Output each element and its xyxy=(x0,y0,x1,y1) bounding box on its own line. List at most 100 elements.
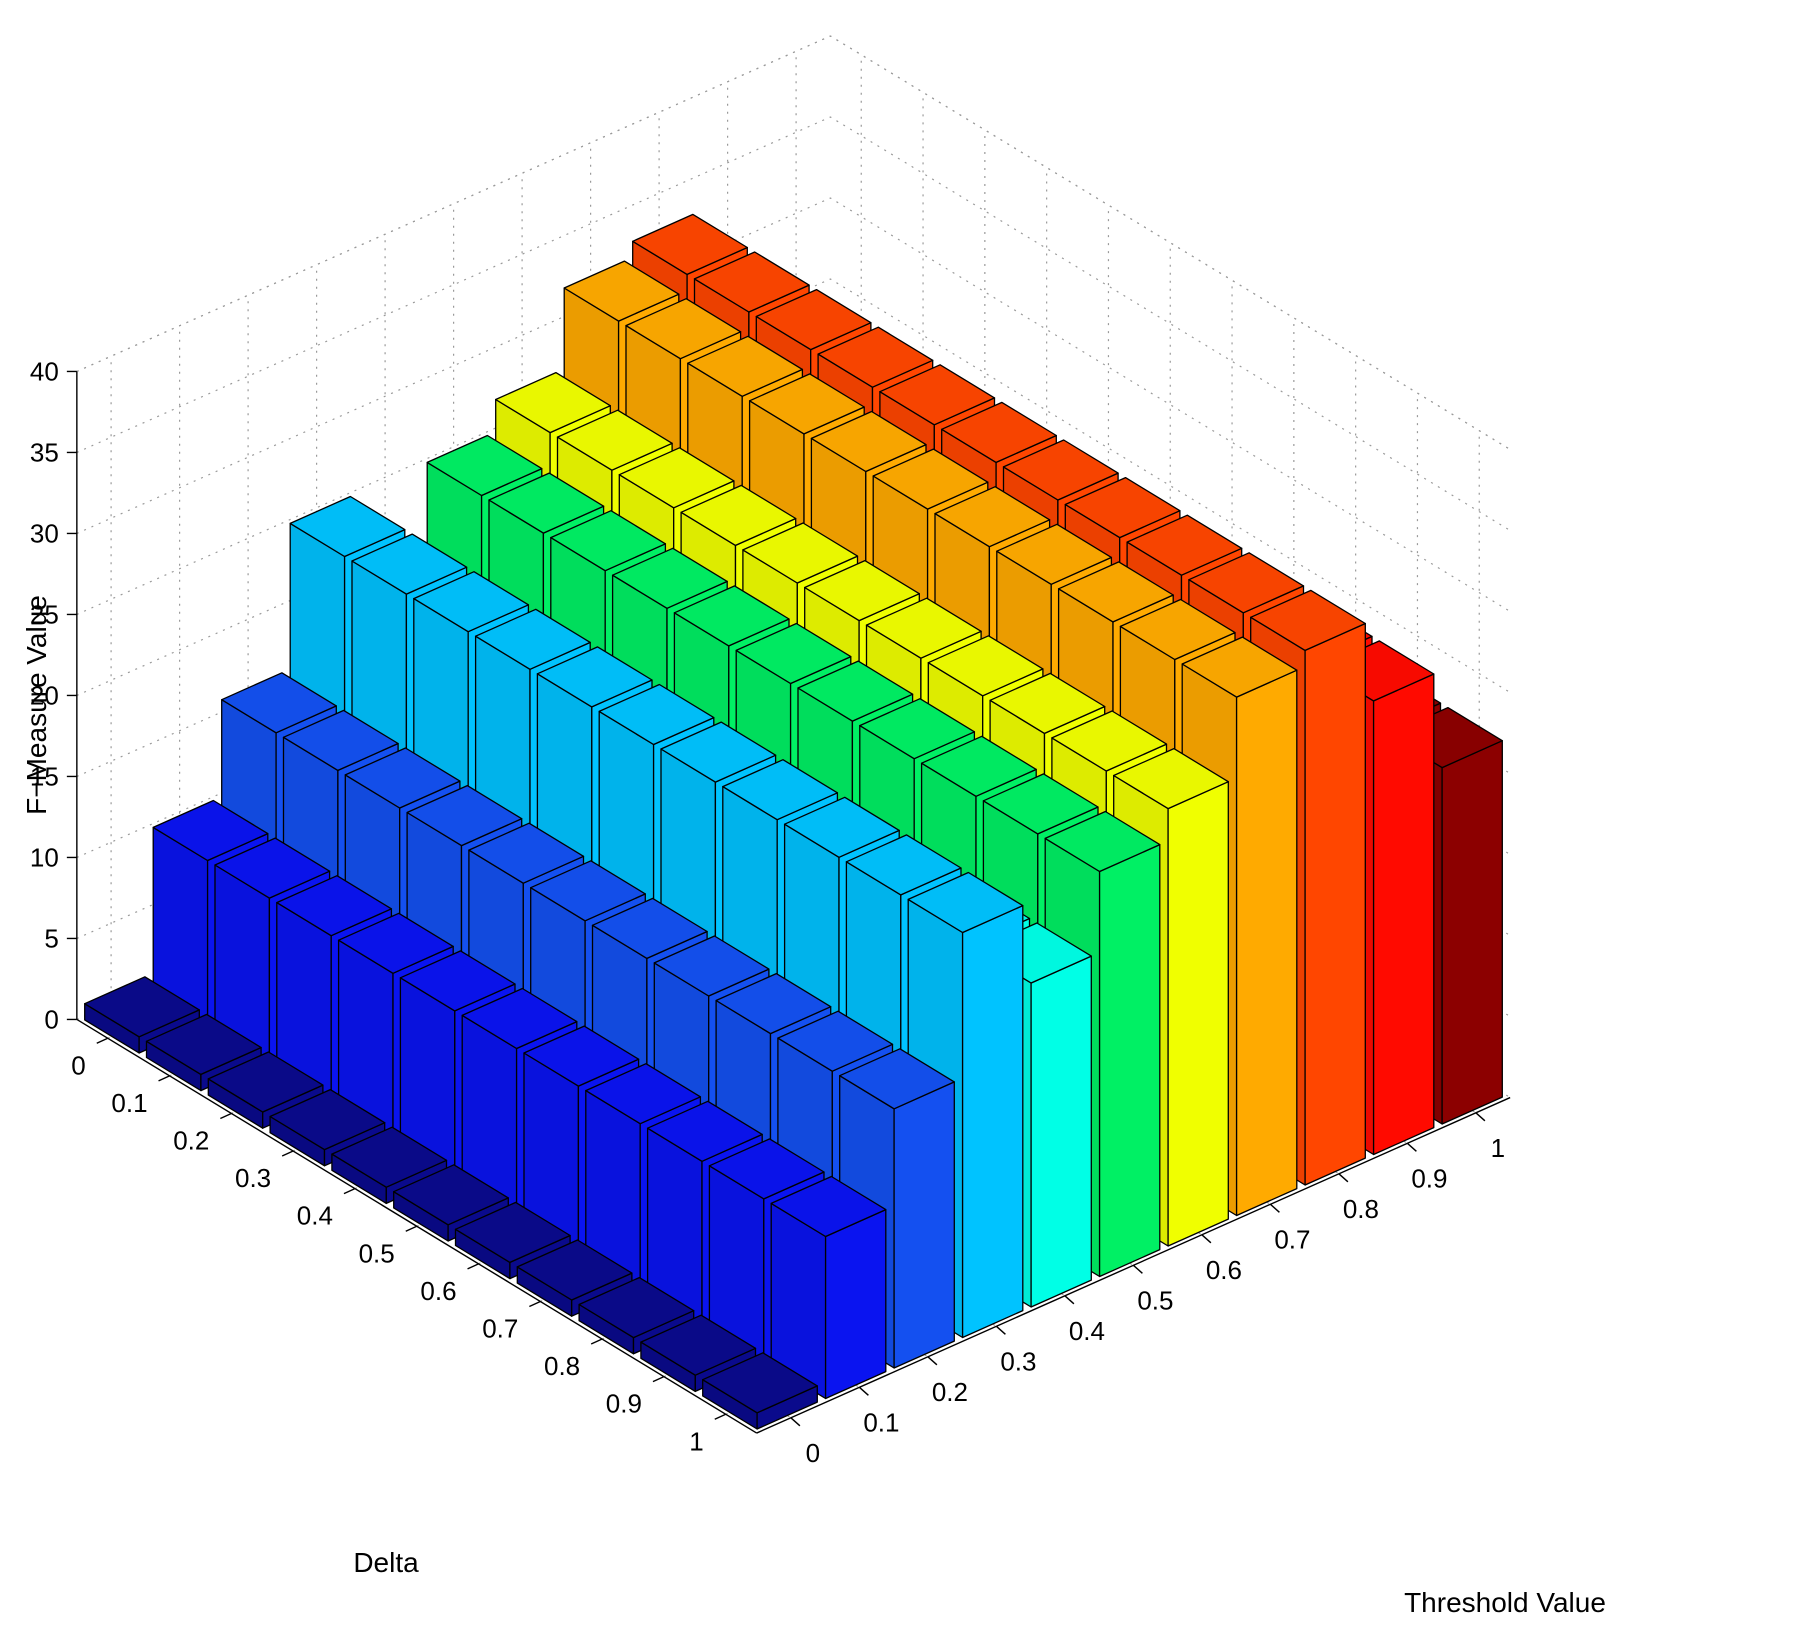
bar-face-top xyxy=(693,251,810,313)
bar-face-side xyxy=(824,1208,887,1400)
bar-face-top xyxy=(488,472,605,534)
bar-face-top xyxy=(351,533,468,595)
threshold-tick-mark-2 xyxy=(927,1356,938,1366)
delta-tick-mark-9 xyxy=(652,1376,665,1383)
z-axis-title: F−Measure Value xyxy=(21,595,52,815)
bar-face-top xyxy=(735,622,852,685)
delta-tick-label-2: 0.2 xyxy=(173,1125,209,1155)
bar-face-top xyxy=(934,486,1051,548)
bar-face-side xyxy=(1030,955,1092,1308)
bar-face-side xyxy=(893,1081,955,1369)
delta-tick-label-8: 0.8 xyxy=(544,1351,580,1381)
bar-face-top xyxy=(680,484,797,547)
bar-face-top xyxy=(563,260,680,322)
bar-face-top xyxy=(804,559,920,622)
bar-face-top xyxy=(996,523,1113,585)
bar-face-top xyxy=(1188,552,1305,614)
bar-face-top xyxy=(1181,636,1298,698)
bar-face-top xyxy=(413,571,530,633)
delta-tick-mark-2 xyxy=(220,1112,232,1120)
bar-face-side xyxy=(1441,740,1503,1125)
delta-tick-label-4: 0.4 xyxy=(297,1201,333,1231)
bar-face-top xyxy=(722,759,839,821)
threshold-tick-label-3: 0.3 xyxy=(1000,1346,1036,1376)
bar-face-top xyxy=(585,1063,702,1125)
z-tick-label-2: 10 xyxy=(30,842,59,872)
z-tick-label-6: 30 xyxy=(30,518,59,548)
delta-tick-mark-8 xyxy=(590,1338,603,1345)
threshold-tick-mark-0 xyxy=(790,1417,801,1427)
bar-face-top xyxy=(145,1013,262,1076)
delta-tick-mark-10 xyxy=(714,1413,727,1420)
delta-tick-label-5: 0.5 xyxy=(359,1238,395,1268)
bar-face-top xyxy=(927,635,1044,697)
axis-layer xyxy=(66,370,1511,1434)
bar-face-top xyxy=(653,935,770,997)
bar-face-top xyxy=(742,522,859,584)
bar-face-top xyxy=(84,976,200,1038)
threshold-tick-mark-6 xyxy=(1201,1234,1212,1244)
bar-face-side xyxy=(961,904,1024,1339)
bar-face-top xyxy=(1002,439,1119,501)
bar-face-top xyxy=(770,1175,887,1238)
bar-face-top xyxy=(406,784,523,847)
threshold-tick-mark-9 xyxy=(1406,1142,1417,1152)
bar-face-top xyxy=(989,672,1106,735)
threshold-tick-mark-10 xyxy=(1475,1112,1486,1122)
threshold-tick-label-8: 0.8 xyxy=(1343,1194,1379,1224)
bar-face-top xyxy=(797,660,914,722)
bar-face-top xyxy=(708,1138,825,1200)
bar-face-top xyxy=(276,875,393,937)
bar-face-top xyxy=(1119,598,1236,661)
delta-tick-label-6: 0.6 xyxy=(420,1276,456,1306)
bar-face-top xyxy=(337,912,454,974)
bar-face-top xyxy=(578,1276,695,1339)
threshold-tick-mark-7 xyxy=(1269,1203,1280,1213)
delta-tick-mark-7 xyxy=(529,1300,541,1308)
delta-tick-mark-5 xyxy=(405,1225,418,1232)
bar-face-top xyxy=(289,495,406,558)
bar-face-top xyxy=(282,709,399,772)
z-tick-label-8: 40 xyxy=(30,356,59,386)
bar-face-top xyxy=(625,298,742,360)
threshold-tick-label-0: 0 xyxy=(806,1438,820,1468)
bar-face-top xyxy=(591,897,708,960)
z-tick-label-7: 35 xyxy=(30,437,59,467)
bar-face-side xyxy=(1235,669,1298,1217)
threshold-tick-label-5: 0.5 xyxy=(1137,1285,1173,1315)
bar-face-top xyxy=(221,672,337,734)
bar-face-top xyxy=(640,1314,757,1376)
bar-face-top xyxy=(426,434,543,497)
bar-face-top xyxy=(907,871,1024,934)
threshold-tick-mark-4 xyxy=(1064,1295,1075,1305)
bar-face-top xyxy=(516,1239,633,1301)
box-top-edge xyxy=(76,35,1511,451)
y-axis-title: Threshold Value xyxy=(1404,1587,1606,1618)
bar-face-top xyxy=(748,373,865,435)
bar-face-top xyxy=(1250,589,1366,652)
threshold-tick-label-10: 1 xyxy=(1491,1133,1505,1163)
threshold-tick-label-2: 0.2 xyxy=(932,1377,968,1407)
threshold-tick-mark-3 xyxy=(995,1325,1006,1335)
bar-face-top xyxy=(1057,561,1174,623)
bar-face-top xyxy=(865,597,982,659)
bar-face-top xyxy=(845,834,962,896)
threshold-tick-mark-8 xyxy=(1338,1173,1349,1183)
bar-face-top xyxy=(468,822,585,884)
delta-tick-label-1: 0.1 xyxy=(111,1088,147,1118)
z-tick-label-5: 25 xyxy=(30,599,59,629)
threshold-tick-label-9: 0.9 xyxy=(1411,1163,1447,1193)
bar-face-top xyxy=(1044,810,1161,873)
bar-face-top xyxy=(556,409,673,471)
bar-face-top xyxy=(550,510,667,572)
delta-tick-mark-4 xyxy=(343,1188,356,1195)
threshold-tick-mark-5 xyxy=(1132,1264,1143,1274)
bar-face-top xyxy=(1051,710,1168,772)
threshold-tick-label-1: 0.1 xyxy=(863,1407,899,1437)
bar-face-top xyxy=(920,735,1037,797)
z-tick-label-0: 0 xyxy=(44,1004,58,1034)
bar-face-top xyxy=(530,860,646,922)
bar-face-top xyxy=(941,401,1057,464)
bar-face-top xyxy=(207,1051,324,1113)
